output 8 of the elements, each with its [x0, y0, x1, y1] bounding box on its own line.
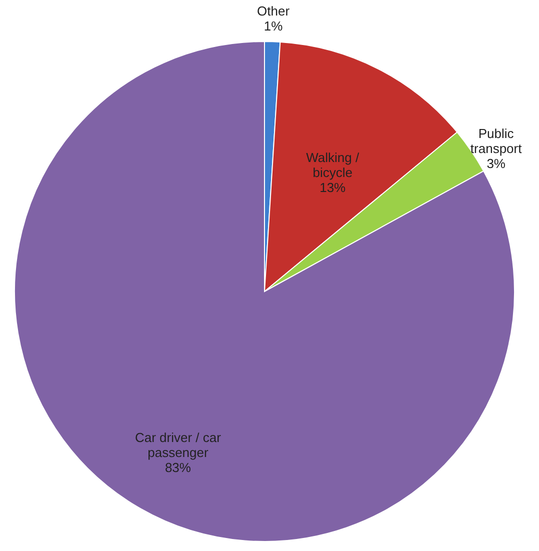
data-label: 1% [264, 18, 284, 34]
slice-label: Other [257, 4, 290, 19]
slice-label: Walking / bicycle [306, 150, 360, 180]
slice-label: Car driver / car passenger [134, 430, 222, 460]
data-label: 83% [164, 460, 192, 475]
data-label: 13% [320, 180, 346, 195]
slice-label: Public transport [470, 126, 522, 156]
data-label: 3% [486, 156, 506, 172]
